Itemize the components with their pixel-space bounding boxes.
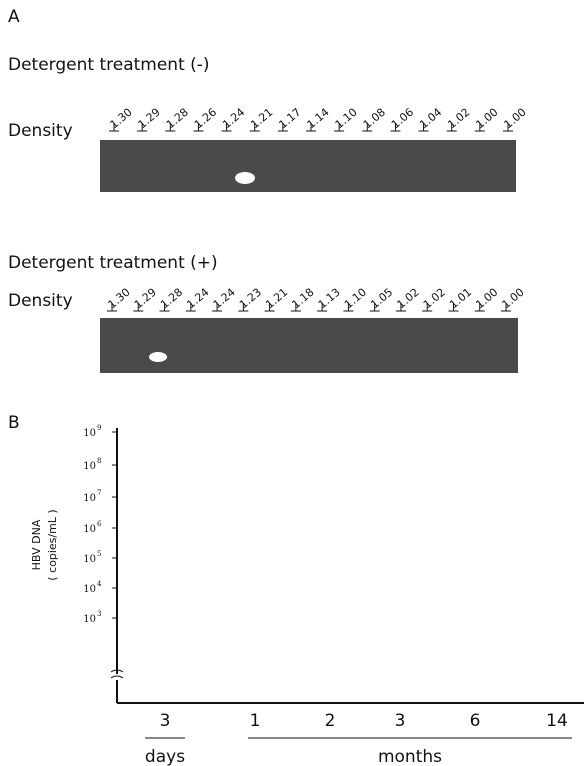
y-tick-base: 10 bbox=[83, 524, 96, 535]
y-unit: ( copies/mL ) bbox=[46, 509, 59, 580]
x-tick-label: 2 bbox=[325, 711, 336, 731]
density-value: 1.04 bbox=[417, 106, 444, 132]
density-value: 1.02 bbox=[395, 286, 422, 312]
y-label: HBV DNA bbox=[30, 519, 43, 570]
y-tick-exponent: 4 bbox=[97, 580, 102, 588]
x-tick-label: 3 bbox=[160, 711, 171, 731]
x-tick-label: 1 bbox=[250, 711, 261, 731]
y-tick-base: 10 bbox=[83, 428, 96, 439]
density-value: 1.00 bbox=[473, 106, 500, 132]
density-value: 1.06 bbox=[389, 106, 416, 132]
y-tick-exponent: 5 bbox=[97, 550, 101, 558]
density-label: Density bbox=[8, 121, 73, 141]
density-value: 1.00 bbox=[473, 286, 500, 312]
panel-label: B bbox=[8, 413, 20, 433]
y-tick-exponent: 8 bbox=[97, 457, 101, 465]
density-value: 1.02 bbox=[445, 106, 472, 132]
panel-label: A bbox=[8, 7, 20, 27]
y-tick-exponent: 9 bbox=[97, 424, 101, 432]
x-tick-label: 3 bbox=[395, 711, 406, 731]
density-value: 1.01 bbox=[447, 286, 474, 312]
blot-title: Detergent treatment (-) bbox=[8, 55, 210, 75]
y-tick-base: 10 bbox=[83, 554, 96, 565]
density-value: 1.18 bbox=[289, 286, 316, 312]
density-value: 1.14 bbox=[305, 106, 332, 132]
density-label: Density bbox=[8, 291, 73, 311]
density-value: 1.28 bbox=[164, 106, 191, 132]
y-tick-exponent: 7 bbox=[97, 489, 101, 497]
density-value: 1.21 bbox=[263, 286, 290, 312]
density-value: 1.02 bbox=[421, 286, 448, 312]
density-value: 1.28 bbox=[158, 286, 185, 312]
density-value: 1.08 bbox=[361, 106, 388, 132]
density-value: 1.17 bbox=[276, 106, 303, 132]
band bbox=[149, 352, 167, 362]
x-tick-label: 6 bbox=[470, 711, 481, 731]
x-group: days bbox=[145, 747, 185, 766]
density-value: 1.29 bbox=[132, 286, 159, 312]
blot-title: Detergent treatment (+) bbox=[8, 253, 218, 273]
x-group: months bbox=[378, 747, 442, 766]
y-tick-base: 10 bbox=[83, 614, 96, 625]
density-value: 1.10 bbox=[333, 106, 360, 132]
figure: A Detergent treatment (-) Density Deterg… bbox=[0, 0, 584, 766]
x-tick-label: 14 bbox=[546, 711, 568, 731]
density-value: 1.10 bbox=[342, 286, 369, 312]
blot bbox=[100, 318, 518, 373]
density-value: 1.21 bbox=[248, 106, 275, 132]
density-value: 1.26 bbox=[192, 106, 219, 132]
density-value: 1.13 bbox=[316, 286, 343, 312]
density-value: 1.24 bbox=[211, 286, 238, 312]
y-tick-exponent: 3 bbox=[97, 610, 101, 618]
density-value: 1.05 bbox=[368, 286, 395, 312]
density-value: 1.29 bbox=[136, 106, 163, 132]
y-tick-exponent: 6 bbox=[97, 520, 102, 528]
density-value: 1.30 bbox=[108, 106, 135, 132]
y-tick-base: 10 bbox=[83, 461, 96, 472]
y-tick-base: 10 bbox=[83, 584, 96, 595]
density-value: 1.24 bbox=[220, 106, 247, 132]
density-value: 1.00 bbox=[500, 286, 527, 312]
density-value: 1.23 bbox=[237, 286, 264, 312]
blot bbox=[100, 140, 516, 192]
y-tick-base: 10 bbox=[83, 493, 96, 504]
density-value: 1.00 bbox=[502, 106, 529, 132]
density-value: 1.30 bbox=[106, 286, 133, 312]
density-value: 1.24 bbox=[184, 286, 211, 312]
band bbox=[235, 172, 255, 184]
